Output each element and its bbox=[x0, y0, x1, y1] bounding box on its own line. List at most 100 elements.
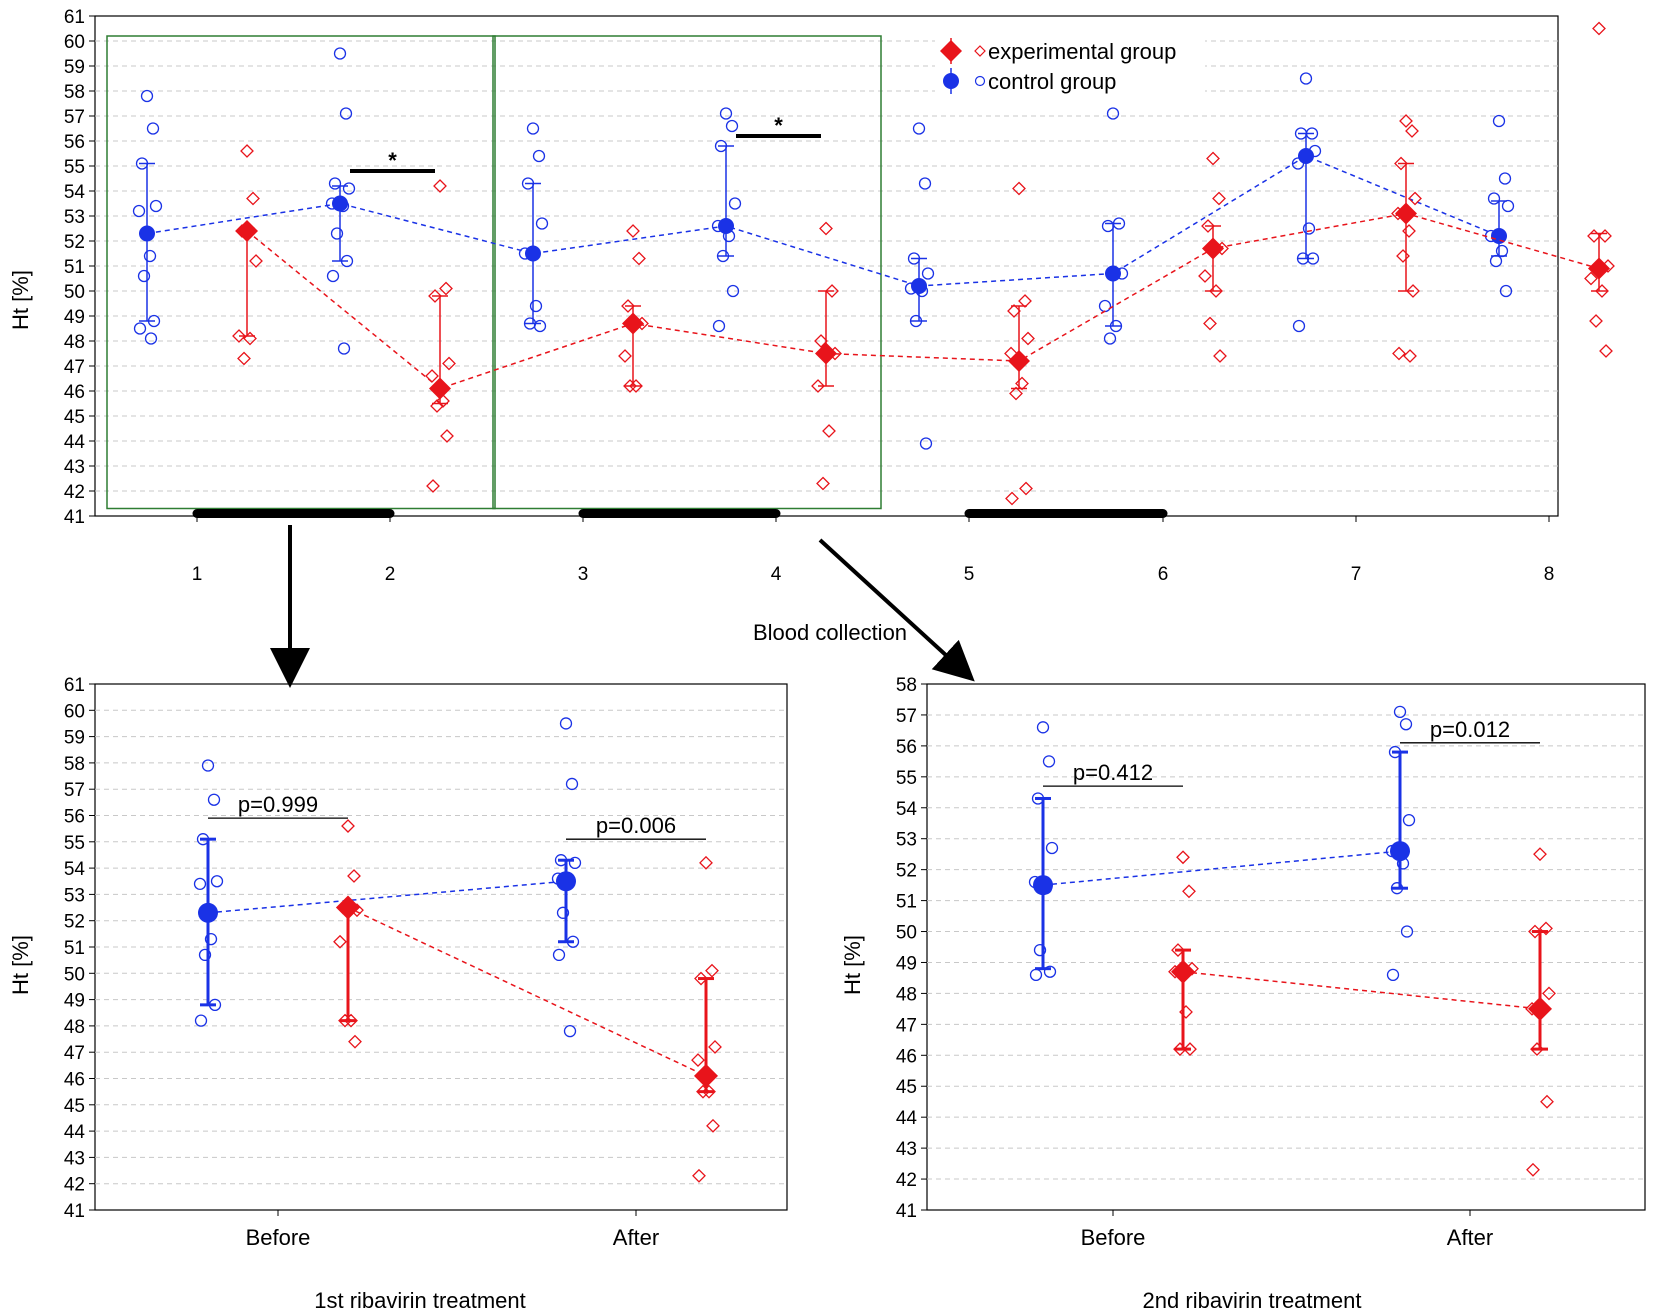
y-tick-label: 52 bbox=[64, 912, 85, 933]
experimental-data-point bbox=[428, 289, 442, 303]
experimental-data-point bbox=[347, 869, 361, 883]
control-data-point bbox=[565, 777, 579, 791]
control-data-point bbox=[326, 269, 340, 283]
control-data-point bbox=[1299, 72, 1313, 85]
y-tick-label: 53 bbox=[896, 830, 917, 851]
experimental-data-point bbox=[1392, 346, 1406, 361]
legend-experimental-point bbox=[974, 45, 986, 57]
experimental-data-point bbox=[1396, 249, 1410, 263]
y-tick-label: 57 bbox=[64, 780, 85, 801]
experimental-data-point bbox=[1592, 21, 1606, 36]
main-x-axis-label: Blood collection bbox=[753, 620, 907, 645]
control-mean-marker bbox=[139, 225, 155, 242]
experimental-data-point bbox=[1009, 386, 1023, 401]
experimental-mean-marker bbox=[1202, 237, 1224, 260]
control-data-point bbox=[1501, 199, 1515, 213]
x-tick-label: 7 bbox=[1351, 564, 1362, 585]
control-mean-marker bbox=[525, 245, 541, 262]
control-mean-marker bbox=[1033, 875, 1053, 896]
x-tick-label: After bbox=[613, 1225, 659, 1250]
control-data-point bbox=[1106, 107, 1120, 120]
experimental-data-point bbox=[623, 379, 637, 393]
experimental-data-point bbox=[621, 299, 635, 313]
y-tick-label: 54 bbox=[64, 859, 86, 880]
y-tick-label: 58 bbox=[64, 82, 85, 103]
control-data-point bbox=[1103, 332, 1117, 345]
experimental-data-point bbox=[1542, 986, 1556, 1001]
control-data-point bbox=[1487, 192, 1501, 205]
legend-experimental-symbol bbox=[940, 38, 986, 64]
experimental-data-point bbox=[436, 394, 450, 408]
experimental-data-point bbox=[1018, 294, 1032, 308]
y-tick-label: 55 bbox=[896, 768, 917, 789]
experimental-data-point bbox=[1402, 224, 1416, 238]
experimental-data-point bbox=[1540, 1094, 1554, 1109]
experimental-data-point bbox=[1406, 284, 1420, 298]
control-data-point bbox=[559, 717, 573, 730]
highlight-box bbox=[106, 35, 496, 510]
y-tick-label: 60 bbox=[64, 32, 85, 53]
p-value-label: p=0.006 bbox=[596, 813, 676, 838]
control-data-point bbox=[132, 204, 146, 218]
y-tick-label: 41 bbox=[896, 1201, 917, 1222]
experimental-data-point bbox=[1183, 1042, 1197, 1057]
experimental-data-point bbox=[699, 855, 713, 870]
x-tick-label: Before bbox=[246, 1225, 311, 1250]
experimental-data-point bbox=[1012, 181, 1026, 196]
legend-box bbox=[935, 30, 1205, 100]
experimental-data-point bbox=[425, 369, 439, 383]
experimental-data-point bbox=[1015, 376, 1029, 391]
experimental-data-point bbox=[1212, 191, 1226, 206]
control-data-point bbox=[1036, 721, 1050, 734]
significance-star: * bbox=[388, 148, 397, 173]
y-tick-label: 45 bbox=[64, 1096, 85, 1117]
y-tick-label: 41 bbox=[64, 507, 85, 528]
x-tick-label: After bbox=[1447, 1225, 1493, 1250]
experimental-data-point bbox=[1201, 219, 1215, 233]
control-mean-marker bbox=[198, 902, 218, 923]
experimental-mean-marker bbox=[236, 220, 258, 242]
significance-star: * bbox=[774, 113, 783, 138]
experimental-data-point bbox=[1394, 156, 1408, 171]
experimental-data-point bbox=[1019, 481, 1033, 496]
control-data-point bbox=[193, 877, 207, 891]
x-tick-label: 3 bbox=[578, 564, 589, 585]
chart-panel-1: 4142434445464748495051525354555657585960… bbox=[64, 7, 1615, 585]
control-data-point bbox=[532, 149, 546, 163]
experimental-mean-marker bbox=[429, 377, 451, 400]
experimental-mean-marker bbox=[1008, 350, 1030, 372]
y-tick-label: 56 bbox=[896, 737, 917, 758]
control-data-point bbox=[535, 217, 549, 230]
control-data-point bbox=[921, 267, 935, 280]
y-tick-label: 58 bbox=[896, 675, 917, 696]
control-data-point bbox=[339, 107, 353, 120]
control-data-point bbox=[568, 856, 582, 869]
control-data-point bbox=[198, 948, 212, 962]
y-tick-label: 59 bbox=[64, 728, 85, 749]
control-mean-marker bbox=[1298, 148, 1314, 164]
y-tick-label: 50 bbox=[896, 923, 917, 944]
experimental-mean-marker bbox=[1395, 202, 1417, 225]
arrow-to-second-panel bbox=[818, 538, 975, 682]
experimental-data-point bbox=[691, 1053, 705, 1068]
x-tick-label: 1 bbox=[192, 564, 203, 585]
control-data-point bbox=[194, 1014, 208, 1027]
experimental-data-point bbox=[814, 334, 828, 348]
experimental-data-point bbox=[819, 221, 833, 236]
experimental-mean-marker bbox=[694, 1063, 718, 1088]
control-data-point bbox=[330, 227, 344, 240]
control-data-point bbox=[552, 948, 566, 962]
y-tick-label: 45 bbox=[896, 1077, 917, 1098]
control-data-point bbox=[725, 119, 739, 133]
y-tick-label: 49 bbox=[64, 991, 85, 1012]
experimental-data-point bbox=[433, 179, 447, 193]
control-data-point bbox=[712, 319, 726, 333]
y-tick-label: 49 bbox=[896, 953, 917, 974]
highlight-box bbox=[492, 35, 882, 510]
y-tick-label: 45 bbox=[64, 407, 85, 428]
control-data-point bbox=[1302, 222, 1316, 235]
control-mean-line bbox=[207, 880, 567, 914]
control-data-point bbox=[533, 319, 547, 333]
experimental-data-point bbox=[1589, 314, 1603, 328]
control-data-point bbox=[144, 332, 158, 345]
